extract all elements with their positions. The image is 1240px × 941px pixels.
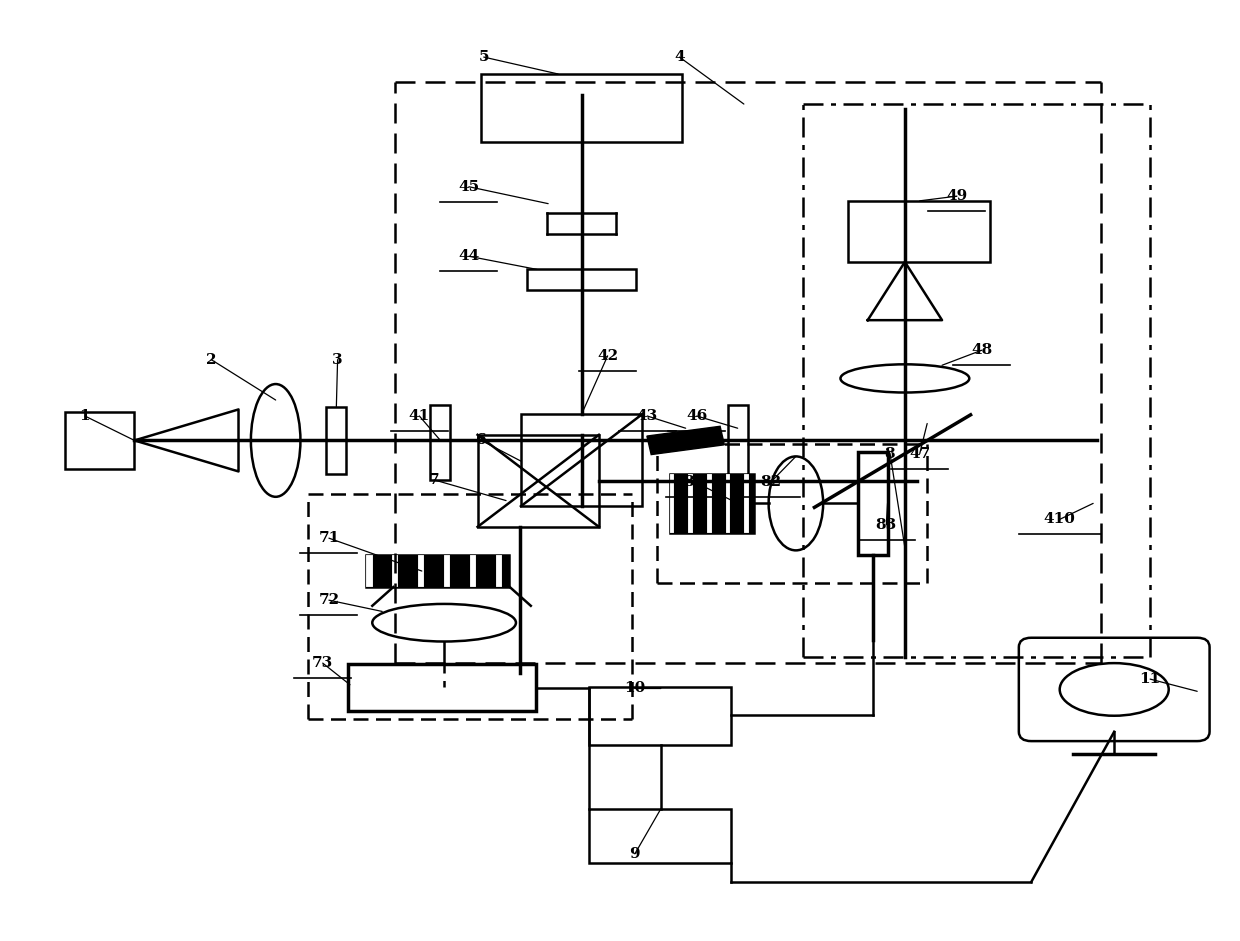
Text: 6: 6 [476,434,486,447]
Text: 49: 49 [946,189,967,203]
Text: 47: 47 [909,447,930,460]
Bar [589,687,732,745]
Text: 72: 72 [319,593,340,607]
Text: 71: 71 [319,531,340,545]
Text: 7: 7 [429,473,439,486]
Bar [347,664,536,711]
Bar [326,407,346,474]
Text: 1: 1 [79,409,91,423]
Bar [366,555,372,587]
Bar [744,474,749,533]
Text: 83: 83 [875,518,897,532]
Text: 42: 42 [596,349,619,363]
Bar [66,412,134,469]
Bar [670,474,754,533]
Bar [725,474,730,533]
Text: 8: 8 [884,447,895,460]
Bar [366,555,508,587]
Text: 73: 73 [312,656,334,670]
Bar [707,474,712,533]
Bar [670,474,675,533]
Text: 3: 3 [332,353,343,367]
Bar [521,414,642,506]
Text: 48: 48 [971,343,992,358]
Text: 11: 11 [1140,672,1161,686]
Bar [477,435,599,527]
Text: 4: 4 [675,50,684,64]
Bar [496,555,502,587]
Text: 43: 43 [636,409,658,423]
Polygon shape [647,426,724,455]
Text: 44: 44 [459,249,480,263]
Text: 45: 45 [459,180,480,194]
Bar [848,200,991,262]
Bar [728,405,748,480]
Bar [430,405,450,480]
Bar [481,74,682,142]
Text: 81: 81 [683,475,706,488]
Bar [418,555,424,587]
Bar [392,555,398,587]
Bar [589,808,732,863]
Bar [470,555,476,587]
Text: 41: 41 [409,409,430,423]
Text: 9: 9 [630,847,640,861]
Text: 410: 410 [1044,512,1075,526]
Bar [527,269,636,290]
Bar [688,474,693,533]
Text: 2: 2 [206,353,217,367]
Text: 82: 82 [760,475,781,488]
Bar [444,555,450,587]
Text: 10: 10 [624,681,646,695]
Bar [858,452,888,555]
Text: 5: 5 [479,50,489,64]
Text: 46: 46 [686,409,707,423]
